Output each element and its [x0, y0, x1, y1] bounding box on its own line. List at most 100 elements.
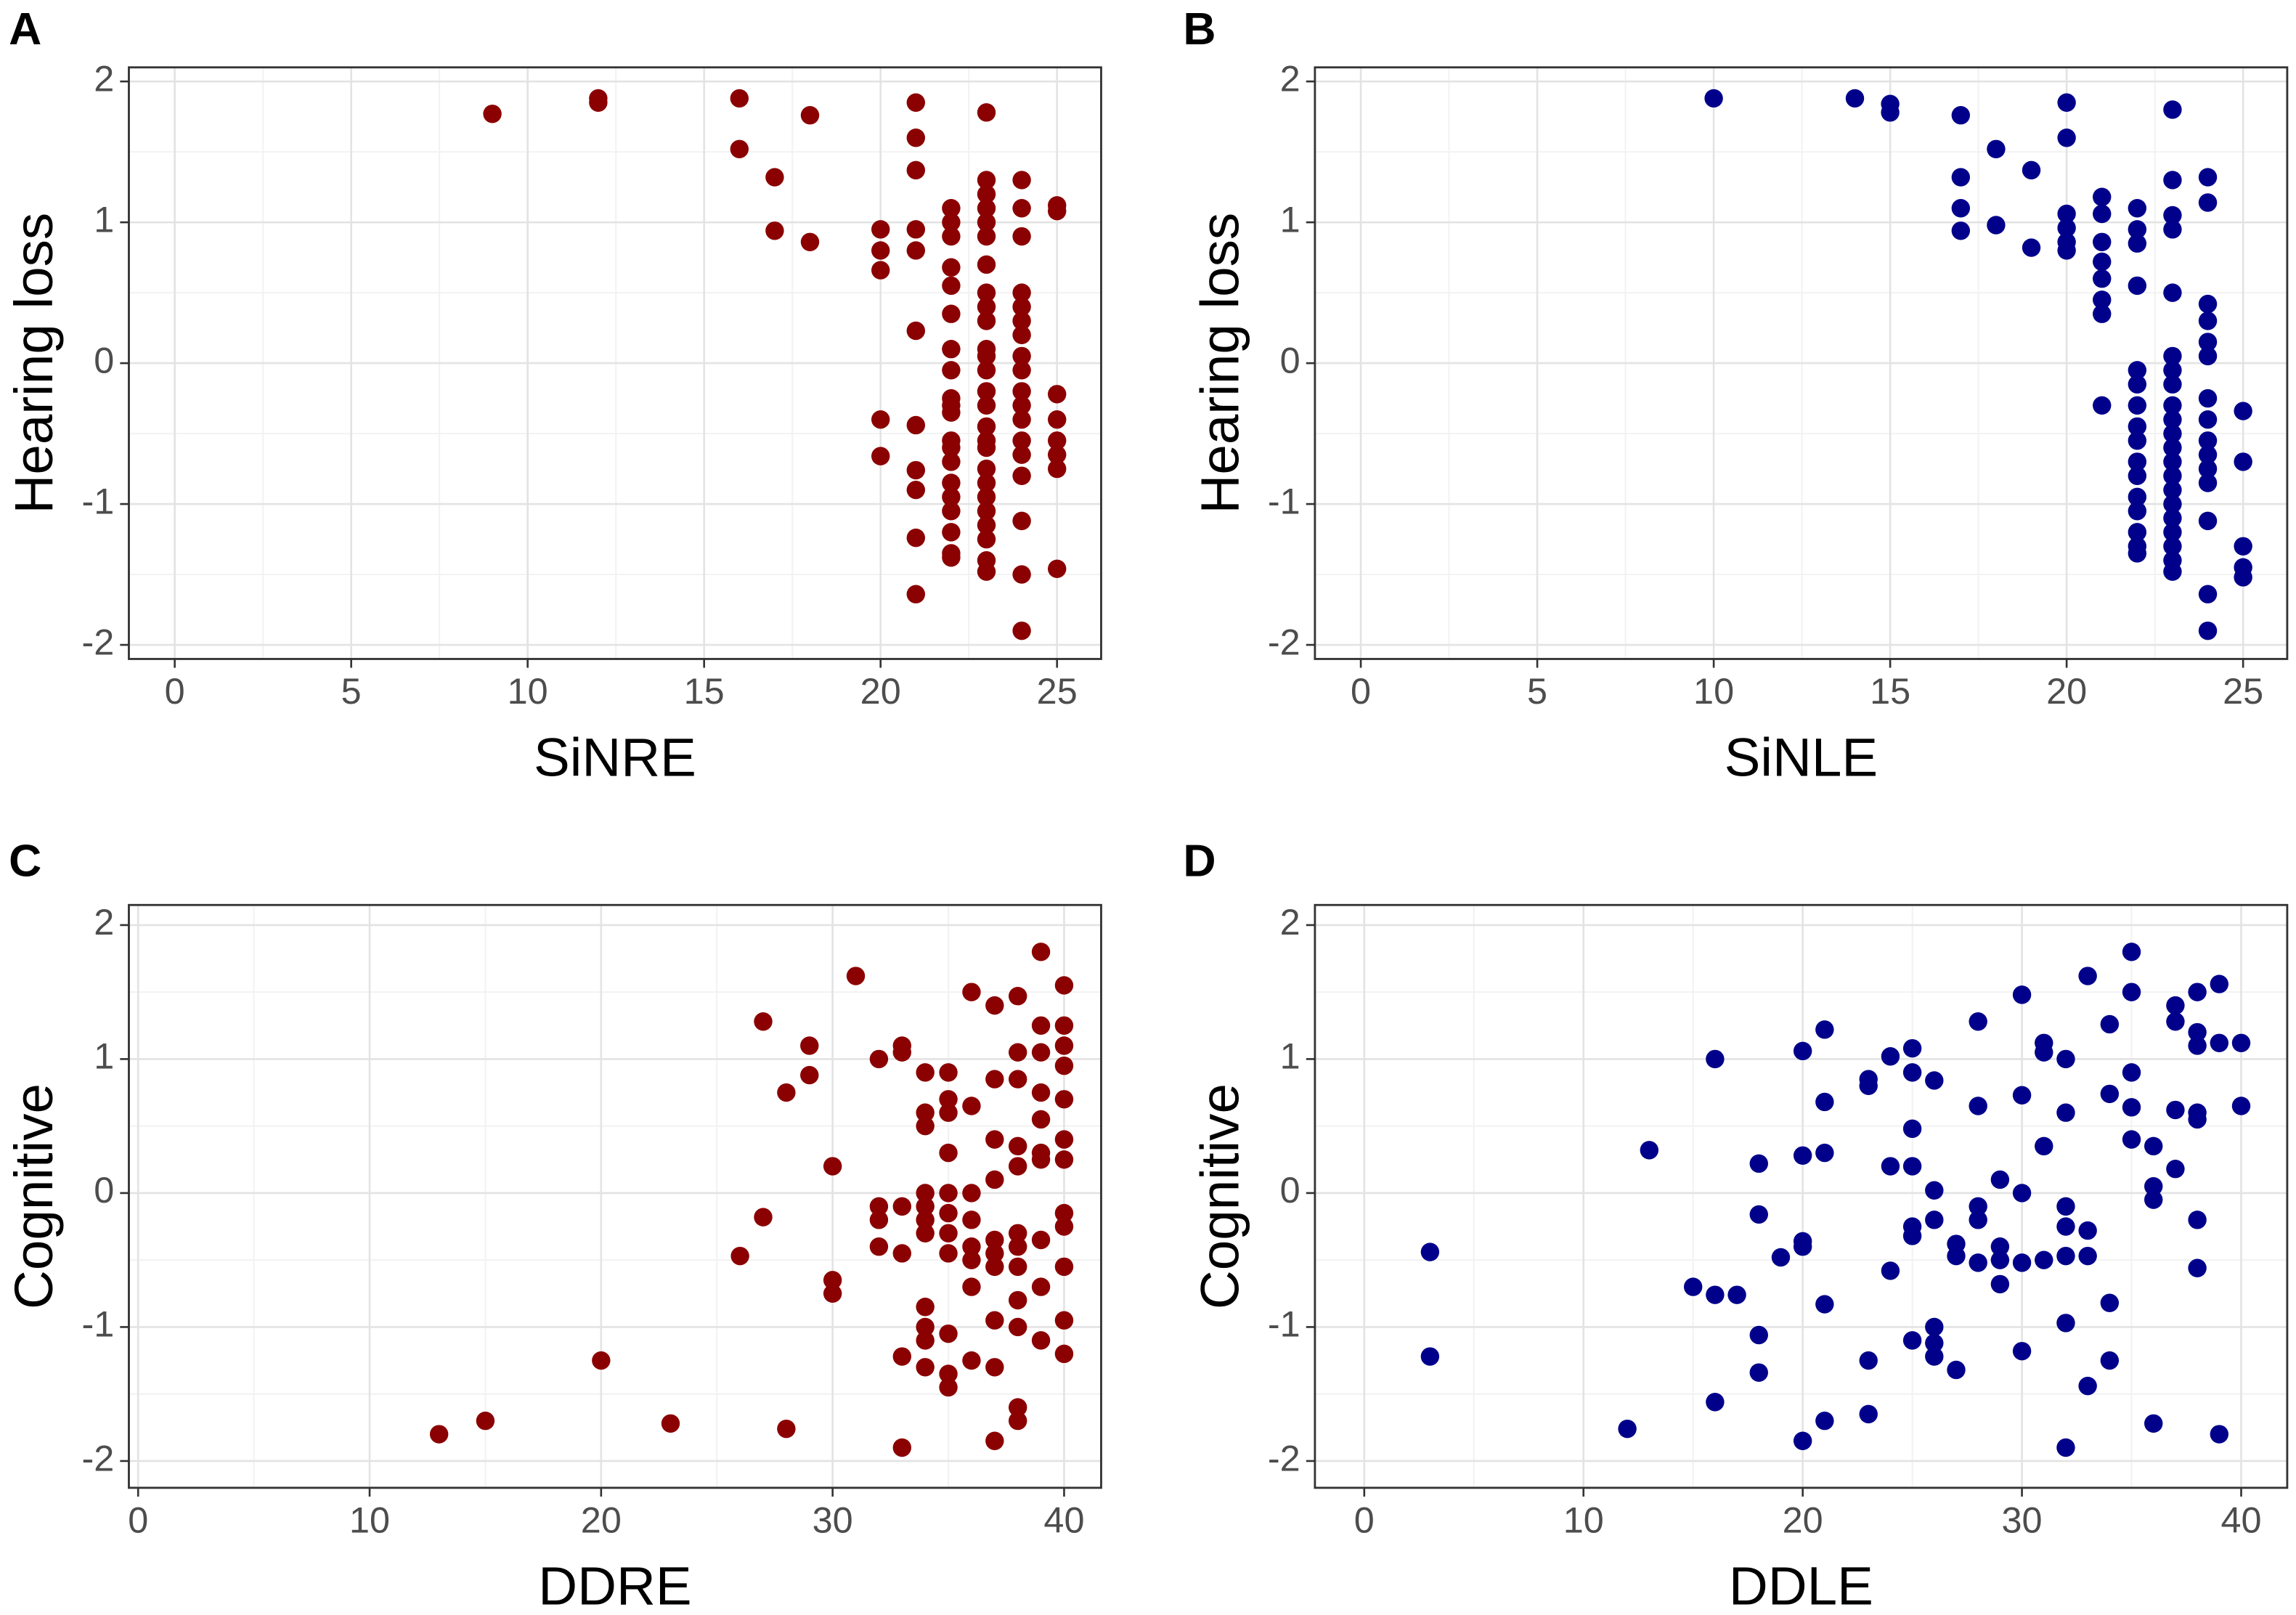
point: [1048, 559, 1067, 579]
point: [1008, 1043, 1027, 1062]
y-tick-label: -2: [1268, 621, 1300, 662]
y-tick-label: 0: [94, 339, 114, 381]
point: [2163, 171, 2182, 190]
point: [2198, 431, 2218, 450]
panel: 0 10 20 30 40 -2 -1 0 1 2 DDRE Cognitive C: [3, 835, 1102, 1615]
point: [916, 1331, 935, 1350]
point: [2198, 585, 2218, 603]
point: [2163, 346, 2182, 366]
point: [962, 1184, 981, 1203]
point: [916, 1358, 935, 1377]
point: [985, 1070, 1004, 1089]
y-tick-label: -2: [1268, 1437, 1300, 1478]
point: [2056, 1217, 2075, 1236]
point: [1925, 1333, 1944, 1353]
point: [1420, 1242, 1440, 1261]
point: [2210, 975, 2229, 993]
point: [2128, 396, 2147, 415]
x-tick-label: 20: [860, 670, 901, 712]
point: [942, 403, 961, 422]
point: [1008, 1411, 1027, 1431]
point: [2078, 1376, 2097, 1396]
x-tick-label: 0: [128, 1500, 148, 1541]
point: [1925, 1317, 1944, 1337]
x-tick-label: 20: [1783, 1500, 1823, 1541]
point: [1054, 1217, 1074, 1236]
point: [1990, 1237, 2010, 1256]
point: [1749, 1363, 1768, 1382]
point: [2198, 294, 2218, 314]
point: [1048, 201, 1067, 221]
point: [1012, 312, 1031, 330]
point: [2093, 252, 2112, 272]
point: [869, 1211, 889, 1229]
point: [892, 1244, 911, 1263]
point: [2122, 1098, 2141, 1117]
point: [1008, 1237, 1027, 1256]
point: [2163, 283, 2182, 302]
point: [1048, 385, 1067, 404]
point: [1727, 1285, 1746, 1304]
point: [2093, 204, 2112, 224]
point: [754, 1208, 773, 1226]
point: [1008, 1157, 1027, 1176]
x-tick-label: 30: [813, 1500, 853, 1541]
point: [906, 241, 926, 260]
point: [1012, 410, 1031, 429]
y-tick-label: 1: [1280, 198, 1300, 240]
point: [985, 1244, 1004, 1263]
point: [2163, 508, 2182, 528]
point: [800, 1036, 819, 1055]
point: [1054, 976, 1074, 995]
point: [906, 160, 926, 180]
point: [2163, 466, 2182, 485]
point: [2128, 431, 2147, 450]
point: [977, 312, 996, 330]
point: [476, 1411, 495, 1431]
point: [1881, 1261, 1900, 1280]
point: [2100, 1084, 2120, 1104]
point: [985, 1431, 1004, 1450]
point: [1951, 221, 1971, 240]
point: [1054, 1090, 1074, 1109]
point: [977, 438, 996, 457]
point: [906, 220, 926, 239]
point: [906, 528, 926, 548]
point: [916, 1317, 935, 1337]
point: [977, 227, 996, 246]
point: [977, 184, 996, 204]
point: [2100, 1014, 2120, 1034]
point: [2122, 1063, 2141, 1082]
point: [2231, 1033, 2251, 1052]
point: [942, 473, 961, 492]
point: [2012, 985, 2032, 1004]
point: [2128, 199, 2147, 218]
point: [906, 321, 926, 341]
point: [942, 304, 961, 323]
point: [2093, 290, 2112, 309]
point: [1012, 396, 1031, 415]
point: [906, 129, 926, 147]
point: [2166, 1160, 2185, 1179]
point: [1706, 1393, 1725, 1412]
point: [892, 1197, 911, 1216]
point: [942, 340, 961, 359]
point: [962, 1250, 981, 1269]
point: [939, 1090, 958, 1109]
point: [977, 473, 996, 492]
point: [2122, 943, 2141, 961]
point: [730, 89, 749, 108]
point: [2012, 1341, 2032, 1361]
point: [2100, 1293, 2120, 1312]
point: [1706, 1285, 1725, 1304]
point: [1704, 89, 1723, 108]
point: [916, 1184, 935, 1203]
point: [939, 1184, 958, 1203]
point: [1008, 1136, 1027, 1156]
point: [1618, 1419, 1637, 1439]
point: [661, 1414, 680, 1433]
point: [2163, 375, 2182, 394]
point: [942, 548, 961, 567]
x-tick-label: 30: [2002, 1500, 2043, 1541]
